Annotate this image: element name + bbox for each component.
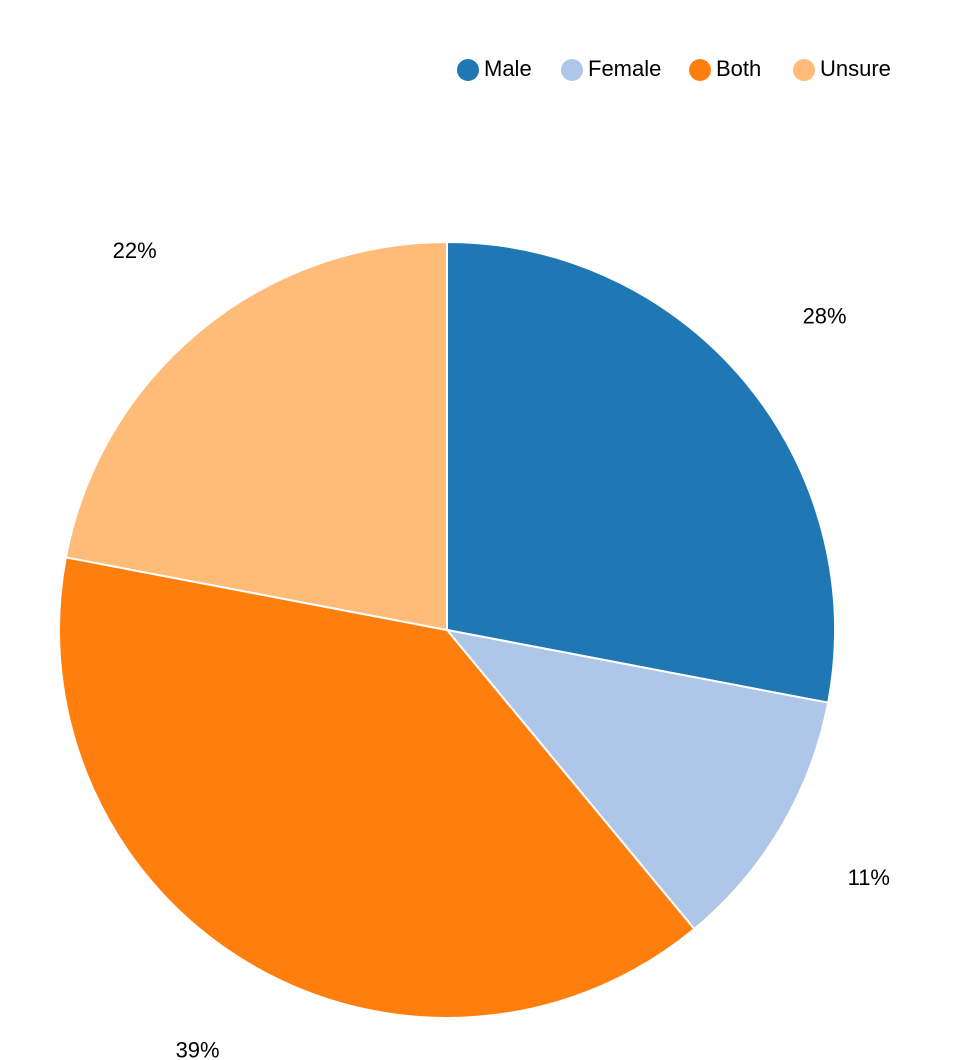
legend-swatch-unsure <box>793 59 815 81</box>
pie-slice-male[interactable] <box>446 240 836 704</box>
legend-label-female: Female <box>588 56 661 81</box>
legend-label-both: Both <box>716 56 761 81</box>
pie-label-both: 39% <box>176 1038 220 1060</box>
pie-label-male: 28% <box>803 304 847 329</box>
pie-slice-unsure[interactable] <box>64 240 448 632</box>
legend-swatch-female <box>561 59 583 81</box>
legend-swatch-both <box>689 59 711 81</box>
legend-item-male[interactable]: Male <box>457 56 532 81</box>
legend-label-male: Male <box>484 56 532 81</box>
legend-swatch-male <box>457 59 479 81</box>
pie-labels: 28% 11% 39% 22% <box>113 238 890 1060</box>
pie-label-unsure: 22% <box>113 238 157 263</box>
legend-item-both[interactable]: Both <box>689 56 761 81</box>
pie-slices <box>58 240 836 1019</box>
pie-label-female: 11% <box>848 865 890 890</box>
legend: Male Female Both Unsure <box>457 56 891 81</box>
pie-slice-both[interactable] <box>58 556 696 1019</box>
legend-label-unsure: Unsure <box>820 56 891 81</box>
legend-item-female[interactable]: Female <box>561 56 661 81</box>
pie-slice-female[interactable] <box>444 628 830 931</box>
legend-item-unsure[interactable]: Unsure <box>793 56 891 81</box>
